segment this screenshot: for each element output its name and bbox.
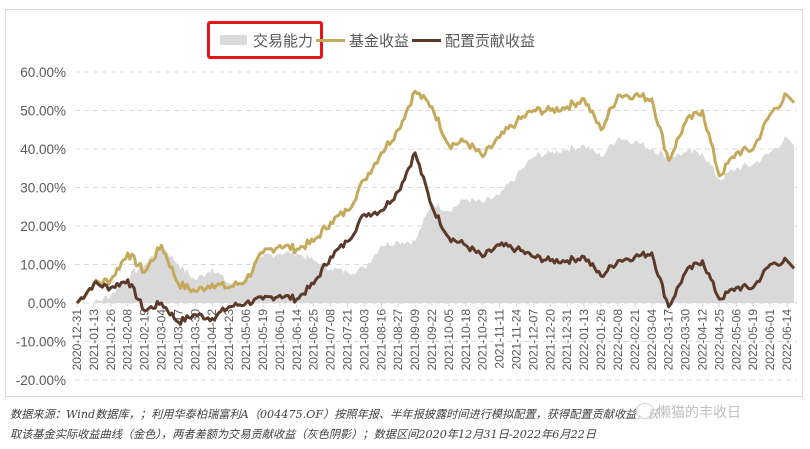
x-tick-label: 2022-05-06 [729,309,743,371]
x-tick-label: 2020-12-31 [70,309,84,371]
legend-item-allocation-return: 配置贡献收益 [409,30,535,51]
allocation-return-line [75,151,796,326]
y-tick-label: 60.00% [20,65,66,80]
legend-label-trading-ability: 交易能力 [253,31,314,50]
y-tick-label: 50.00% [20,104,66,119]
chart-footnote: 数据来源：Wind数据库，；利用华泰柏瑞富利A（004475.OF）按照年报、半… [10,405,810,445]
y-tick-label: 20.00% [20,219,66,234]
x-tick-label: 2022-06-01 [763,309,777,371]
footnote-line-1: 数据来源：Wind数据库，；利用华泰柏瑞富利A（004475.OF）按照年报、半… [10,408,659,421]
x-tick-label: 2022-04-25 [712,309,726,371]
x-tick-label: 2021-10-05 [442,309,456,371]
x-tick-label: 2021-09-22 [425,309,439,371]
legend-item-fund-return: 基金收益 [313,30,409,51]
x-tick-label: 2021-03-30 [188,309,202,371]
legend-label-fund-return: 基金收益 [349,31,410,50]
x-tick-label: 2022-06-14 [780,309,794,371]
trading-ability-area [77,136,794,303]
y-tick-label: -10.00% [16,335,66,350]
x-tick-label: 2021-07-08 [324,309,338,371]
x-tick-label: 2021-08-03 [357,309,371,371]
x-tick-label: 2021-09-09 [408,309,422,371]
x-tick-label: 2022-04-12 [695,309,709,371]
y-tick-label: 0.00% [28,296,66,311]
x-tick-label: 2021-04-23 [222,309,236,371]
x-tick-label: 2021-12-07 [526,309,540,371]
x-tick-label: 2021-03-04 [155,309,169,371]
area-swatch-icon [220,35,247,45]
x-tick-label: 2021-04-12 [205,309,219,371]
x-tick-label: 2022-03-17 [662,309,676,371]
x-tick-label: 2022-03-30 [679,309,693,371]
x-tick-label: 2021-12-20 [543,309,557,371]
x-tick-label: 2022-02-08 [611,309,625,371]
chart-legend: 交易能力 基金收益 配置贡献收益 [220,28,535,52]
x-tick-label: 2021-05-19 [256,309,270,371]
x-tick-label: 2021-11-11 [493,309,507,369]
y-tick-label: 40.00% [20,142,66,157]
x-tick-label: 2022-05-19 [746,309,760,371]
x-tick-label: 2021-12-31 [560,309,574,371]
footnote-line-2: 取该基金实际收益曲线（金色），两者差额为交易贡献收益（灰色阴影）；数据区间202… [10,428,597,441]
x-tick-label: 2021-10-29 [476,309,490,371]
watermark: 懒猫的丰收日 [636,402,741,422]
x-tick-label: 2021-01-13 [87,309,101,371]
x-tick-label: 2021-10-18 [459,309,473,371]
brown-line-swatch-icon [412,38,442,42]
x-tick-label: 2021-01-26 [104,309,118,371]
y-tick-label: 30.00% [20,181,66,196]
watermark-text: 懒猫的丰收日 [657,405,741,421]
wechat-logo-icon [636,403,654,419]
x-tick-label: 2021-11-24 [510,309,524,370]
y-tick-label: 10.00% [20,258,66,273]
x-tick-label: 2022-02-21 [628,309,642,371]
x-tick-label: 2021-06-01 [273,309,287,371]
x-tick-label: 2022-01-26 [594,309,608,371]
x-tick-label: 2021-08-27 [391,309,405,371]
x-tick-label: 2022-01-13 [577,309,591,371]
x-tick-label: 2021-05-06 [239,309,253,371]
x-tick-label: 2021-06-25 [307,309,321,371]
legend-item-trading-ability: 交易能力 [220,30,313,51]
x-tick-label: 2021-06-14 [290,309,304,371]
y-tick-label: -20.00% [16,373,66,388]
x-tick-label: 2021-02-08 [121,309,135,371]
fund-return-line [75,89,796,305]
x-tick-label: 2021-08-16 [374,309,388,371]
gold-line-swatch-icon [316,38,346,42]
legend-label-allocation-return: 配置贡献收益 [445,31,536,50]
x-tick-label: 2022-03-04 [645,309,659,371]
x-tick-label: 2021-02-19 [138,309,152,371]
x-tick-label: 2021-07-21 [340,309,354,371]
